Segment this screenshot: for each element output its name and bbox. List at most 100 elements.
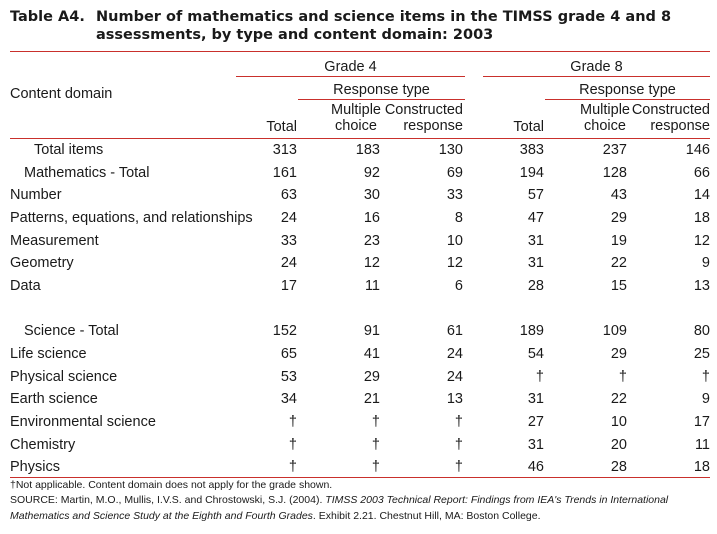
title-line-1: Number of mathematics and science items …: [96, 9, 672, 25]
cell-g8-multiple: 128: [602, 165, 627, 181]
footnote-source: SOURCE: Martin, M.O., Mullis, I.V.S. and…: [10, 493, 668, 507]
cell-g4-multiple: †: [371, 414, 380, 430]
source-prefix: SOURCE: Martin, M.O., Mullis, I.V.S. and…: [10, 494, 326, 506]
cell-g4-multiple: 12: [363, 255, 380, 271]
header-rule: [10, 138, 710, 139]
table-title-text: Number of mathematics and science items …: [96, 8, 696, 44]
cell-g4-total: †: [288, 437, 297, 453]
footnote-source-cont: Mathematics and Science Study at the Eig…: [10, 509, 541, 523]
cell-g4-multiple: †: [371, 459, 380, 475]
row-label: Physics: [10, 459, 60, 475]
header-g4-constructed: Constructed response: [380, 102, 463, 134]
cell-g4-total: 63: [280, 187, 297, 203]
header-g4-multiple: Multiple choice: [326, 102, 386, 134]
cell-g8-multiple: 22: [610, 391, 627, 407]
row-label: Physical science: [10, 369, 118, 385]
cell-g4-constructed: 6: [454, 278, 463, 294]
row-label: Life science: [10, 346, 87, 362]
source-suffix: . Exhibit 2.21. Chestnut Hill, MA: Bosto…: [312, 510, 541, 522]
cell-g8-total: 383: [519, 142, 544, 158]
row-label: Earth science: [10, 391, 98, 407]
cell-g4-constructed: †: [454, 414, 463, 430]
cell-g4-multiple: 11: [364, 278, 380, 294]
cell-g8-constructed: 18: [693, 459, 710, 475]
row-label: Science - Total: [24, 323, 119, 339]
cell-g8-total: 189: [519, 323, 544, 339]
cell-g8-multiple: 29: [610, 210, 627, 226]
cell-g8-constructed: 11: [694, 437, 710, 453]
header-grade8-response-type: Response type: [579, 82, 676, 98]
cell-g8-constructed: 18: [693, 210, 710, 226]
cell-g8-total: 27: [527, 414, 544, 430]
header-g8-multiple-line2: choice: [584, 118, 626, 134]
cell-g4-total: 65: [280, 346, 297, 362]
header-grade8: Grade 8: [570, 59, 623, 75]
header-g4-total: Total: [266, 119, 297, 135]
cell-g8-total: 47: [527, 210, 544, 226]
cell-g8-multiple: 22: [610, 255, 627, 271]
header-g4-constructed-line1: Constructed: [384, 102, 463, 118]
grade4-response-rule: [298, 99, 465, 100]
cell-g4-total: 17: [280, 278, 297, 294]
header-g4-constructed-line2: response: [403, 118, 463, 134]
cell-g4-multiple: 21: [363, 391, 380, 407]
top-rule: [10, 51, 710, 52]
cell-g8-constructed: 17: [693, 414, 710, 430]
header-content-domain: Content domain: [10, 86, 113, 102]
cell-g8-constructed: 12: [693, 233, 710, 249]
row-label: Number: [10, 187, 62, 203]
cell-g4-multiple: 29: [363, 369, 380, 385]
cell-g4-total: †: [288, 414, 297, 430]
cell-g8-multiple: 109: [602, 323, 627, 339]
cell-g4-total: 313: [272, 142, 297, 158]
cell-g8-constructed: 14: [693, 187, 710, 203]
cell-g8-total: 194: [519, 165, 544, 181]
title-line-2: assessments, by type and content domain:…: [96, 27, 494, 43]
cell-g8-total: †: [535, 369, 544, 385]
cell-g8-constructed: 25: [693, 346, 710, 362]
cell-g4-multiple: 92: [363, 165, 380, 181]
source-title-1: TIMSS 2003 Technical Report: Findings fr…: [325, 494, 669, 506]
cell-g8-total: 46: [527, 459, 544, 475]
cell-g4-multiple: 183: [355, 142, 380, 158]
header-grade4: Grade 4: [324, 59, 377, 75]
cell-g4-total: 24: [280, 210, 297, 226]
cell-g8-total: 57: [527, 187, 544, 203]
cell-g4-constructed: 33: [446, 187, 463, 203]
bottom-rule: [10, 477, 710, 478]
header-g4-multiple-line1: Multiple: [331, 102, 381, 118]
cell-g4-constructed: 12: [446, 255, 463, 271]
cell-g4-constructed: 13: [446, 391, 463, 407]
cell-g8-total: 54: [527, 346, 544, 362]
cell-g8-constructed: 66: [693, 165, 710, 181]
cell-g4-total: †: [288, 459, 297, 475]
cell-g4-constructed: †: [454, 437, 463, 453]
header-g8-multiple-line1: Multiple: [580, 102, 630, 118]
cell-g8-total: 28: [527, 278, 544, 294]
cell-g4-multiple: †: [371, 437, 380, 453]
row-label: Patterns, equations, and relationships: [10, 210, 253, 226]
cell-g8-constructed: 13: [693, 278, 710, 294]
cell-g4-constructed: 10: [446, 233, 463, 249]
cell-g8-multiple: 19: [610, 233, 627, 249]
row-label: Geometry: [10, 255, 74, 271]
cell-g8-multiple: 15: [610, 278, 627, 294]
row-label: Chemistry: [10, 437, 76, 453]
cell-g4-multiple: 23: [363, 233, 380, 249]
cell-g8-total: 31: [527, 255, 544, 271]
row-label: Mathematics - Total: [24, 165, 150, 181]
cell-g4-total: 152: [272, 323, 297, 339]
cell-g4-constructed: 8: [454, 210, 463, 226]
header-g8-constructed: Constructed response: [626, 102, 710, 134]
cell-g8-constructed: 9: [701, 255, 710, 271]
header-g8-multiple: Multiple choice: [575, 102, 635, 134]
cell-g4-total: 53: [280, 369, 297, 385]
row-label: Measurement: [10, 233, 99, 249]
cell-g8-multiple: 28: [610, 459, 627, 475]
cell-g8-multiple: 10: [610, 414, 627, 430]
cell-g8-total: 31: [527, 233, 544, 249]
cell-g8-constructed: 146: [685, 142, 710, 158]
grade8-rule: [483, 76, 710, 77]
header-grade4-response-type: Response type: [333, 82, 430, 98]
cell-g8-constructed: 80: [693, 323, 710, 339]
